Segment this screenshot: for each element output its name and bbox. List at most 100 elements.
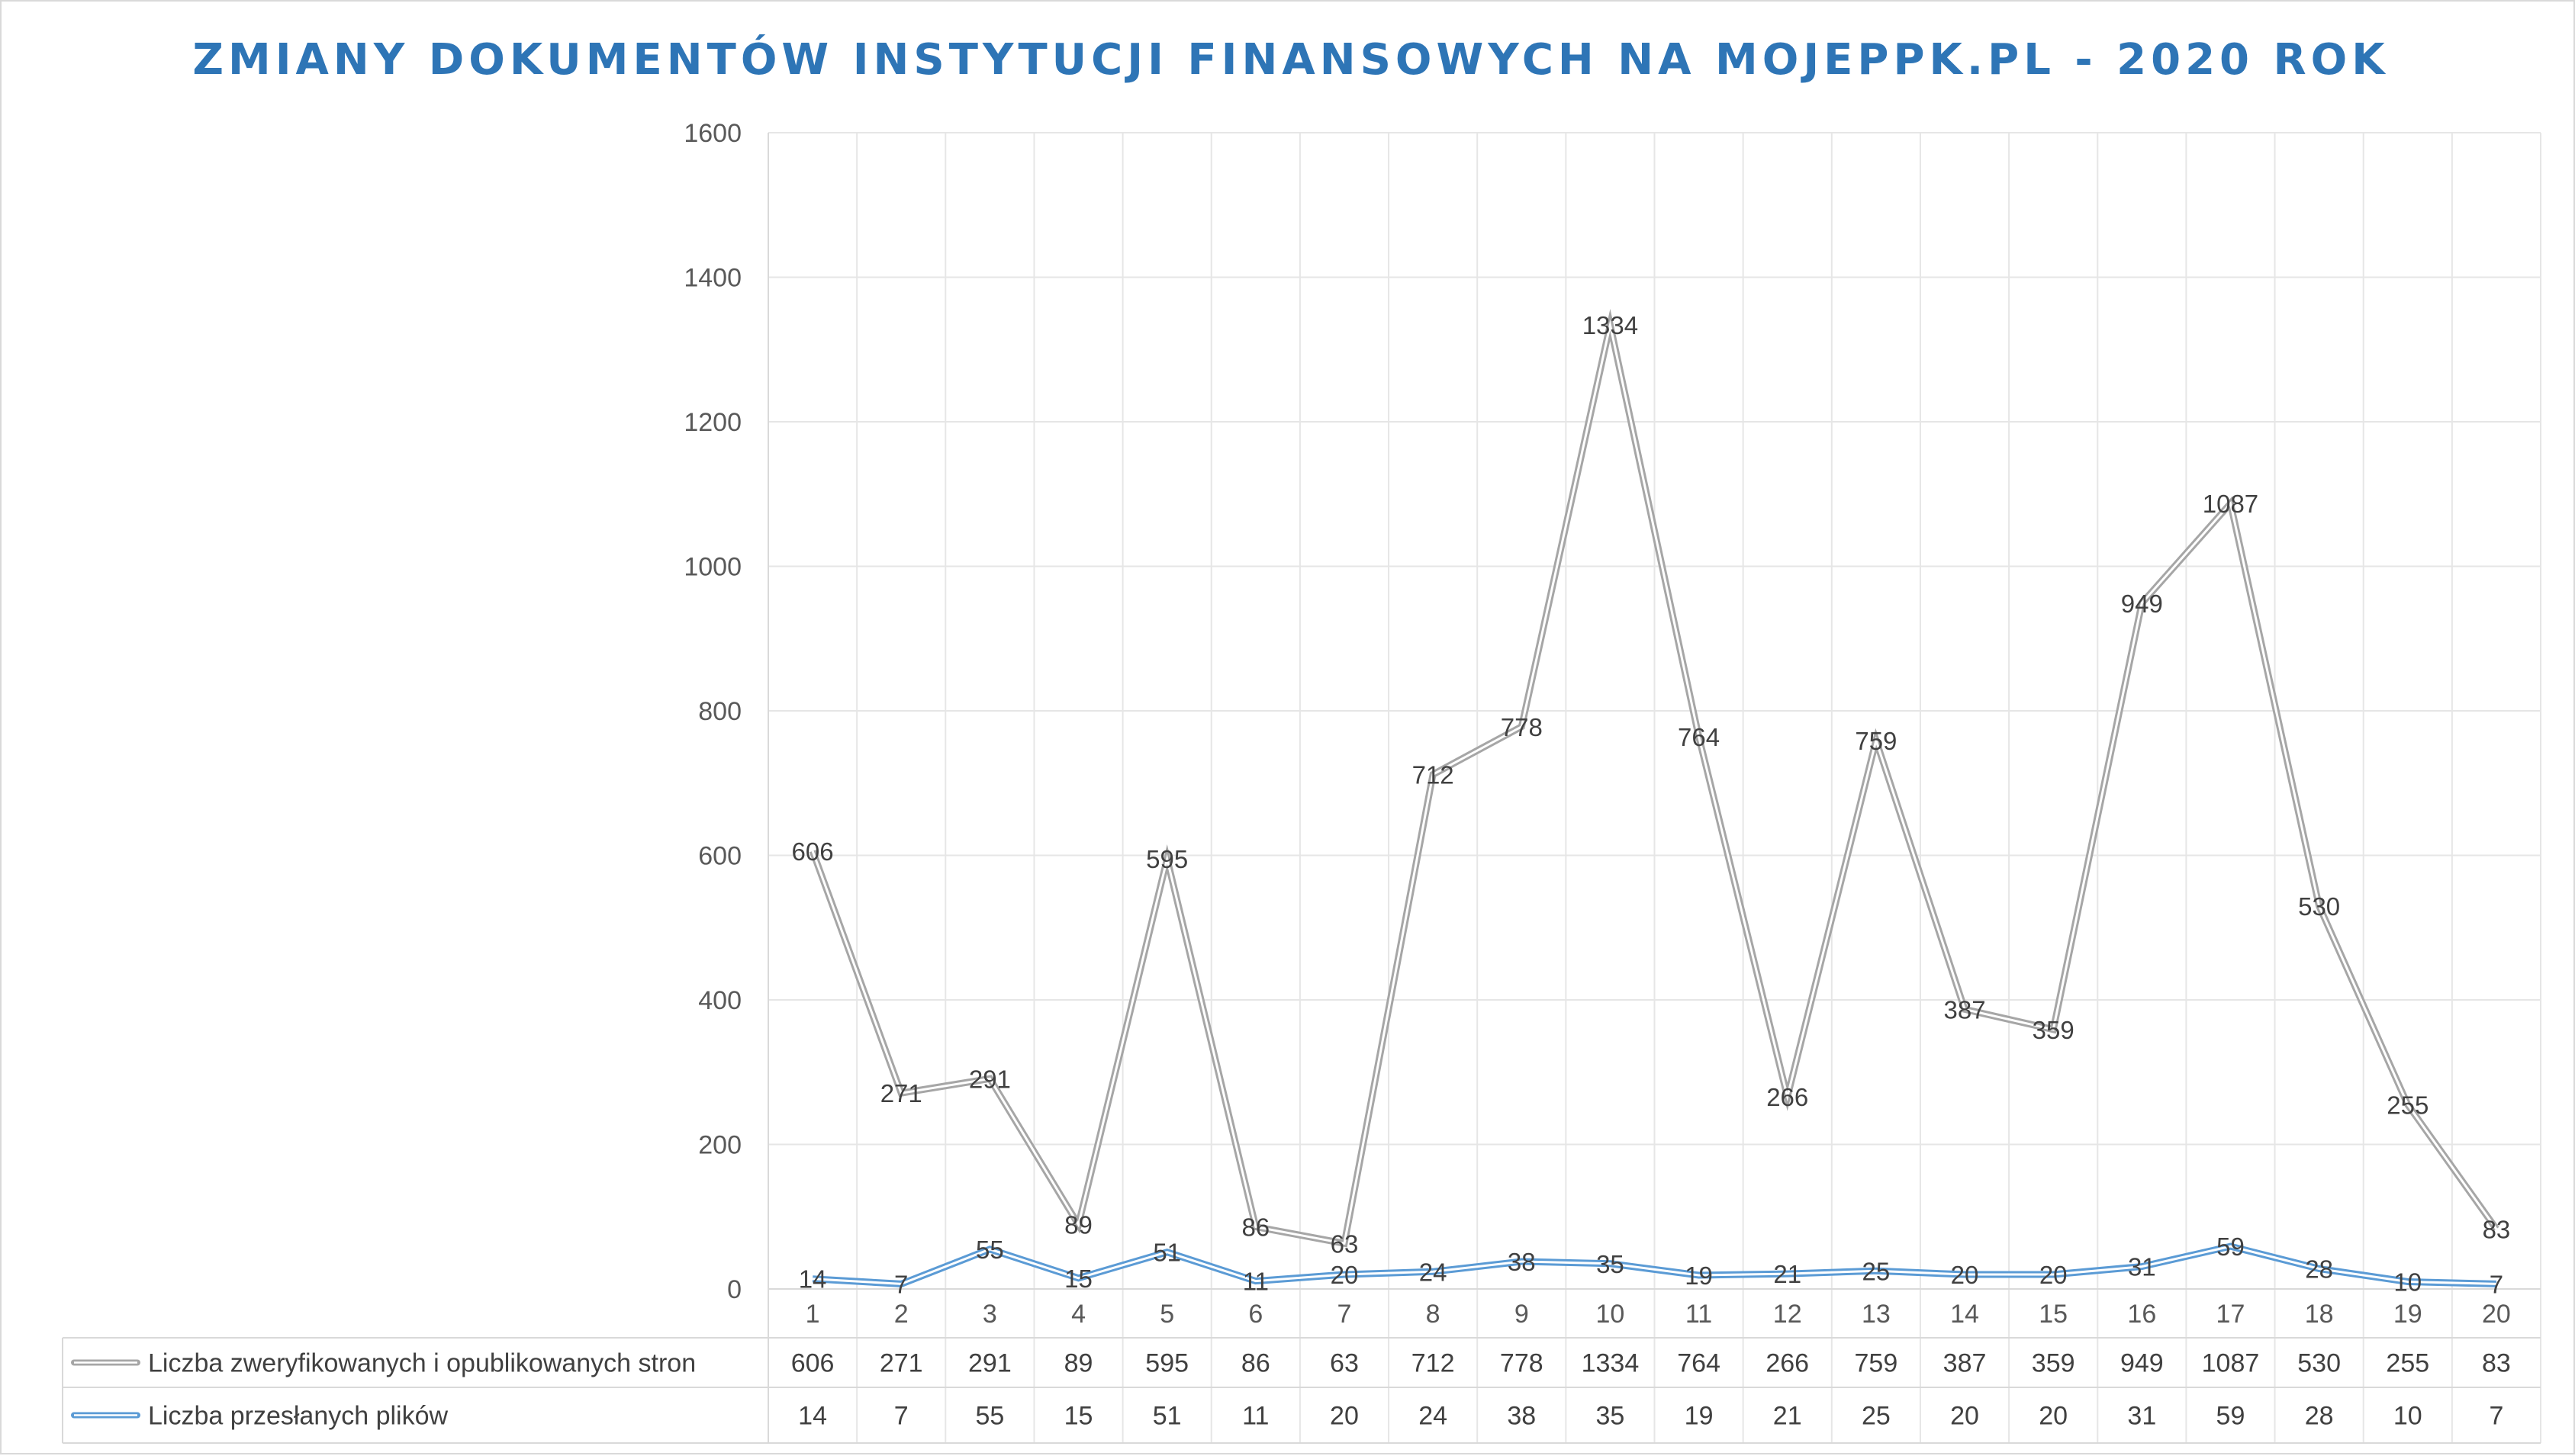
data-label: 19 [1685, 1262, 1713, 1290]
data-label: 86 [1241, 1213, 1270, 1242]
data-labels: 6062712918959586637127781334764266759387… [792, 311, 2511, 1298]
x-tick-label: 11 [1685, 1300, 1712, 1329]
series-line-core [813, 1245, 2496, 1285]
x-tick-label: 1 [806, 1300, 820, 1329]
data-label: 595 [1146, 845, 1188, 873]
table-cell: 266 [1765, 1349, 1809, 1378]
y-tick-label: 1600 [684, 119, 742, 148]
table-cell: 10 [2393, 1402, 2422, 1431]
data-label: 21 [1773, 1260, 1801, 1288]
y-tick-label: 1000 [684, 553, 742, 582]
data-label: 10 [2393, 1268, 2422, 1297]
x-tick-label: 6 [1248, 1300, 1263, 1329]
table-cell: 51 [1153, 1402, 1182, 1431]
table-cell: 83 [2482, 1349, 2511, 1378]
table-cell: 25 [1862, 1402, 1891, 1431]
data-label: 387 [1943, 995, 1985, 1024]
x-tick-label: 20 [2482, 1300, 2511, 1329]
table-cell: 1334 [1582, 1349, 1640, 1378]
data-label: 28 [2305, 1255, 2333, 1283]
data-label: 764 [1678, 723, 1720, 751]
x-tick-label: 14 [1950, 1300, 1979, 1329]
data-label: 606 [792, 837, 834, 866]
table-cell: 291 [968, 1349, 1012, 1378]
data-label: 712 [1412, 760, 1454, 789]
data-label: 7 [2490, 1270, 2503, 1298]
y-tick-label: 1400 [684, 264, 742, 293]
data-label: 51 [1153, 1239, 1181, 1267]
x-tick-label: 16 [2127, 1300, 2156, 1329]
data-label: 83 [2483, 1215, 2511, 1243]
y-tick-label: 800 [698, 697, 742, 726]
table-cell: 11 [1242, 1402, 1269, 1431]
table-cell: 359 [2032, 1349, 2075, 1378]
table-cell: 1087 [2202, 1349, 2260, 1378]
table-cell: 20 [1330, 1402, 1359, 1431]
data-label: 20 [1331, 1261, 1359, 1289]
data-label: 15 [1064, 1265, 1093, 1293]
data-label: 266 [1766, 1083, 1808, 1111]
data-label: 20 [2039, 1261, 2068, 1289]
data-label: 24 [1419, 1258, 1447, 1286]
table-cell: 35 [1596, 1402, 1625, 1431]
table-cell: 712 [1411, 1349, 1455, 1378]
data-label: 55 [976, 1236, 1004, 1264]
y-tick-label: 600 [698, 842, 742, 871]
data-label: 359 [2033, 1016, 2074, 1044]
table-cell: 31 [2127, 1402, 2156, 1431]
table-cell: 606 [791, 1349, 835, 1378]
table-cell: 63 [1330, 1349, 1359, 1378]
data-label: 20 [1951, 1261, 1979, 1289]
data-label: 759 [1855, 727, 1897, 755]
y-tick-label: 200 [698, 1131, 742, 1160]
table-cell: 7 [894, 1402, 909, 1431]
x-tick-label: 3 [983, 1300, 997, 1329]
y-tick-label: 1200 [684, 408, 742, 437]
data-label: 949 [2121, 590, 2163, 618]
chart-title: ZMIANY DOKUMENTÓW INSTYTUCJI FINANSOWYCH… [192, 35, 2389, 85]
data-label: 59 [2216, 1233, 2245, 1261]
table-cell: 38 [1507, 1402, 1536, 1431]
data-label: 7 [894, 1270, 908, 1298]
data-label: 1334 [1582, 311, 1638, 339]
table-cell: 89 [1064, 1349, 1093, 1378]
x-tick-label: 12 [1773, 1300, 1802, 1329]
table-cell: 778 [1500, 1349, 1543, 1378]
x-tick-label: 2 [894, 1300, 909, 1329]
gridlines [768, 132, 2541, 1443]
data-label: 14 [799, 1265, 827, 1294]
table-cell: 255 [2386, 1349, 2429, 1378]
table-cell: 14 [798, 1402, 827, 1431]
x-tick-label: 18 [2305, 1300, 2334, 1329]
table-cell: 271 [880, 1349, 923, 1378]
y-tick-label: 0 [727, 1275, 742, 1304]
x-tick-label: 7 [1337, 1300, 1352, 1329]
table-cell: 19 [1685, 1402, 1714, 1431]
data-label: 35 [1596, 1250, 1624, 1278]
data-label: 38 [1508, 1248, 1536, 1276]
legend-entry: Liczba przesłanych plików [148, 1402, 449, 1431]
x-tick-label: 19 [2393, 1300, 2422, 1329]
table-cell: 59 [2216, 1402, 2245, 1431]
series-line-core [811, 319, 2498, 1245]
table-cell: 55 [975, 1402, 1004, 1431]
x-tick-label: 13 [1862, 1300, 1891, 1329]
x-tick-label: 8 [1426, 1300, 1440, 1329]
legend-entry: Liczba zweryfikowanych i opublikowanych … [148, 1349, 696, 1378]
data-label: 255 [2387, 1091, 2429, 1119]
x-tick-label: 5 [1160, 1300, 1174, 1329]
x-tick-label: 10 [1596, 1300, 1625, 1329]
y-axis-ticks: 0 200 400 600 800 1000 1200 1400 1600 [684, 119, 742, 1304]
table-cell: 24 [1418, 1402, 1447, 1431]
data-label: 25 [1862, 1257, 1891, 1285]
data-label: 63 [1331, 1229, 1359, 1258]
table-cell: 387 [1943, 1349, 1987, 1378]
data-label: 11 [1243, 1268, 1269, 1296]
table-cell: 20 [2039, 1402, 2068, 1431]
table-cell: 764 [1677, 1349, 1720, 1378]
data-label: 778 [1501, 713, 1543, 741]
x-tick-label: 17 [2216, 1300, 2245, 1329]
data-label: 530 [2298, 892, 2340, 921]
